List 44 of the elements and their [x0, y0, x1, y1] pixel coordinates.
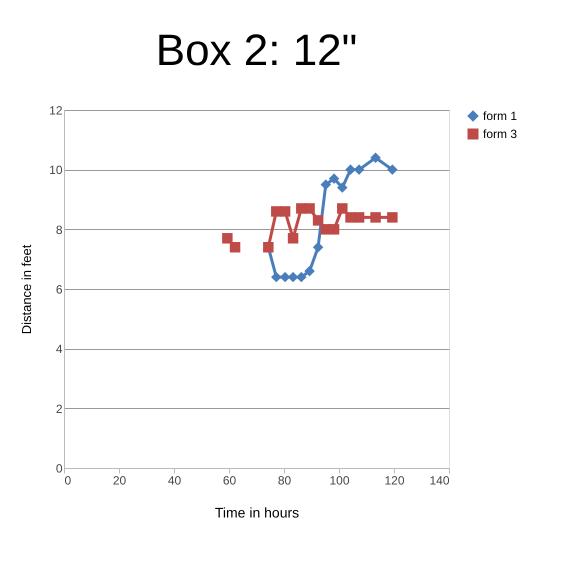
x-tick-label: 60 — [222, 474, 236, 488]
point — [354, 212, 364, 223]
x-tick-label: 100 — [329, 474, 350, 488]
y-tick-label: 0 — [56, 462, 63, 476]
y-tick-label: 4 — [56, 342, 63, 356]
point — [288, 272, 298, 282]
point — [271, 272, 282, 282]
x-tick-label: 80 — [278, 474, 292, 488]
y-tick-label: 12 — [49, 104, 63, 118]
point — [387, 212, 398, 223]
point — [370, 152, 381, 163]
point — [288, 233, 298, 244]
point — [320, 179, 332, 190]
point — [387, 164, 398, 175]
y-tick-label: 10 — [49, 163, 63, 178]
point — [230, 242, 240, 252]
chart-title: Box 2: 12" — [156, 26, 358, 75]
x-axis-title: Time in hours — [214, 504, 300, 520]
x-tick-label: 0 — [64, 474, 72, 488]
point — [312, 215, 324, 226]
x-tick-label: 120 — [384, 474, 405, 488]
point — [280, 206, 290, 217]
point — [304, 203, 315, 214]
legend-label: form 1 — [483, 109, 518, 123]
x-tick-label: 40 — [168, 474, 182, 488]
point — [328, 173, 340, 184]
point — [304, 266, 315, 276]
legend-label: form 3 — [483, 127, 518, 141]
y-tick-label: 6 — [56, 282, 63, 296]
x-tick-label: 20 — [112, 474, 126, 488]
point — [222, 233, 233, 244]
x-tick-label: 140 — [429, 474, 450, 488]
point — [312, 242, 324, 252]
point — [296, 272, 307, 282]
point — [337, 203, 348, 214]
point — [337, 182, 348, 193]
point — [354, 164, 364, 175]
y-axis-title: Distance in feet — [19, 244, 34, 334]
point — [345, 164, 356, 175]
y-tick-label: 2 — [56, 402, 63, 416]
y-tick-label: 8 — [56, 222, 63, 237]
point — [328, 224, 340, 235]
point — [280, 272, 290, 282]
point — [370, 212, 381, 223]
